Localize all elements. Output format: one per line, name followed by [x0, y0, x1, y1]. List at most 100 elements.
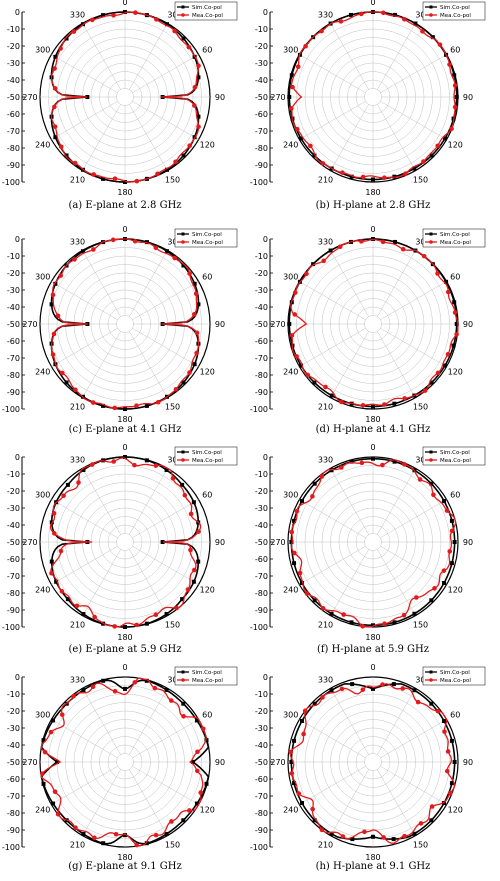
- sim-series-marker: [123, 833, 127, 838]
- grid-spoke: [330, 331, 369, 398]
- meas-series-marker: [319, 827, 325, 833]
- radial-tick-label: 0: [15, 235, 20, 244]
- meas-series-marker: [301, 731, 306, 737]
- radial-tick-label: -30: [7, 59, 20, 68]
- radial-tick-label: 0: [263, 453, 268, 462]
- sim-series-marker: [442, 581, 447, 586]
- grid-spoke: [380, 101, 447, 140]
- sim-series-marker: [371, 456, 375, 461]
- meas-series-line: [40, 677, 207, 847]
- legend: Sim.Co-pol Mea.Co-pol: [174, 228, 238, 248]
- sim-series-marker: [412, 688, 417, 693]
- grid-spoke: [82, 468, 121, 535]
- grid-spoke: [377, 769, 416, 836]
- grid-spoke: [330, 769, 369, 836]
- radial-tick-label: -10: [255, 470, 268, 479]
- meas-series-marker: [435, 708, 441, 714]
- grid-spoke: [377, 23, 416, 90]
- angle-tick-label: 0: [122, 663, 127, 672]
- legend-box: [422, 666, 486, 686]
- meas-series-marker: [294, 508, 300, 514]
- radial-tick-label: -90: [7, 826, 20, 835]
- meas-series-line: [290, 459, 457, 628]
- sim-series-marker: [412, 831, 417, 836]
- sim-series-marker: [123, 10, 127, 14]
- angle-tick-label: 300: [283, 273, 298, 282]
- grid-spoke: [380, 499, 447, 538]
- angle-tick-label: 120: [200, 141, 215, 150]
- angle-tick-label: 300: [283, 711, 298, 720]
- meas-series-marker: [90, 400, 96, 405]
- sim-series-marker: [53, 281, 58, 286]
- radial-tick-label: -100: [250, 623, 268, 632]
- meas-series-marker: [73, 825, 78, 830]
- grid-spoke: [132, 766, 199, 805]
- legend-sim-marker: [429, 232, 433, 236]
- meas-series-marker: [76, 480, 81, 485]
- sim-series-marker: [412, 611, 417, 616]
- grid-spoke: [129, 23, 168, 90]
- meas-series-marker: [192, 84, 198, 90]
- meas-series-marker: [153, 463, 159, 468]
- sim-series-marker: [41, 738, 46, 743]
- grid-spoke: [51, 766, 118, 805]
- legend: Sim.Co-pol Mea.Co-pol: [174, 666, 238, 686]
- radial-tick-label: -40: [255, 303, 268, 312]
- sim-series-marker: [292, 518, 297, 523]
- meas-series-marker: [321, 258, 326, 264]
- sim-series-marker: [194, 718, 199, 723]
- meas-series-marker: [187, 143, 192, 149]
- meas-series-marker: [340, 834, 346, 839]
- radial-tick-label: -50: [7, 758, 20, 767]
- angle-tick-label: 180: [365, 853, 380, 862]
- angle-tick-label: 300: [35, 491, 50, 500]
- meas-series-marker: [92, 835, 97, 841]
- grid-spoke: [129, 468, 168, 535]
- radial-tick-label: -90: [7, 161, 20, 170]
- meas-series-marker: [71, 29, 77, 34]
- meas-series-marker: [304, 271, 309, 277]
- angle-tick-label: 60: [202, 46, 212, 55]
- meas-series-marker: [444, 508, 450, 513]
- radial-tick-label: -60: [7, 110, 20, 119]
- meas-series-marker: [90, 684, 96, 690]
- sim-series-marker: [350, 682, 355, 687]
- sim-series-marker: [371, 686, 375, 691]
- meas-series-marker: [402, 833, 407, 839]
- sim-series-marker: [81, 612, 86, 617]
- angle-tick-label: 330: [70, 238, 85, 247]
- sim-series-marker: [164, 831, 169, 836]
- radial-tick-label: -20: [255, 269, 268, 278]
- angle-tick-label: 240: [35, 586, 50, 595]
- sim-series-marker: [101, 13, 106, 18]
- radial-tick-label: -70: [7, 792, 20, 801]
- angle-tick-label: 270: [22, 93, 37, 102]
- meas-series-marker: [310, 494, 315, 499]
- legend-box: [174, 1, 238, 21]
- sim-series-marker: [53, 54, 58, 59]
- radial-tick-label: -20: [255, 487, 268, 496]
- grid-spoke: [129, 549, 168, 616]
- meas-series-marker: [55, 313, 61, 319]
- meas-series-marker: [168, 698, 174, 703]
- sim-series-marker: [350, 837, 355, 842]
- grid-circle: [364, 753, 382, 771]
- legend-meas-marker: [429, 240, 433, 244]
- meas-series-marker: [310, 806, 315, 812]
- meas-series-marker: [169, 819, 174, 824]
- sim-series-marker: [452, 73, 457, 78]
- meas-series-marker: [432, 586, 437, 591]
- radial-tick-label: -40: [255, 741, 268, 750]
- angle-tick-label: 90: [463, 538, 473, 547]
- grid-circle: [116, 88, 134, 106]
- angle-tick-label: 30: [167, 456, 177, 465]
- angle-tick-label: 210: [70, 620, 85, 629]
- sim-series-marker: [429, 481, 434, 486]
- meas-series-marker: [111, 13, 116, 18]
- legend-meas-label: Mea.Co-pol: [440, 458, 471, 464]
- meas-series-marker: [153, 832, 159, 838]
- angle-tick-label: 30: [415, 11, 425, 20]
- meas-series-marker: [380, 462, 385, 468]
- sim-series-marker: [429, 818, 434, 823]
- sim-series-marker: [454, 95, 459, 99]
